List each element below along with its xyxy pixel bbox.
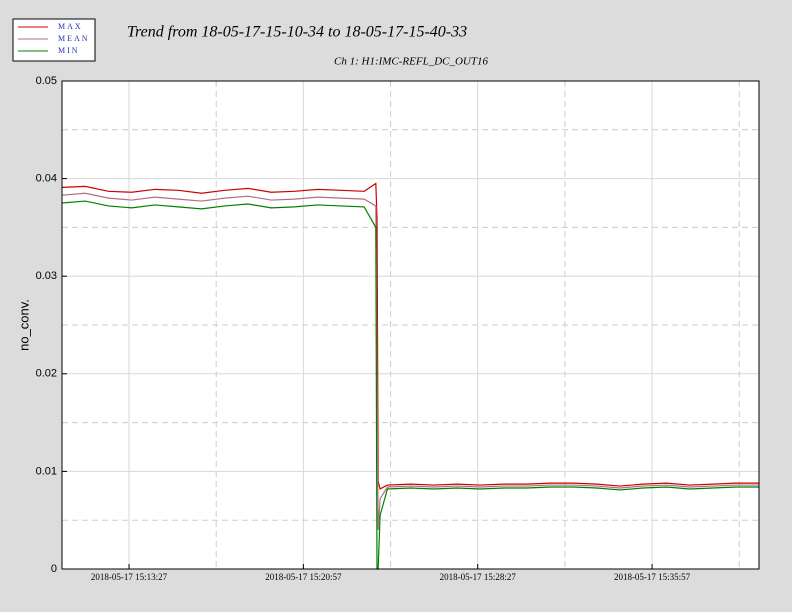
x-tick-label: 2018-05-17 15:28:27 [440,572,517,582]
x-tick-label: 2018-05-17 15:13:27 [91,572,168,582]
legend-label: MIN [58,46,80,55]
y-tick-label: 0.05 [36,75,57,87]
legend-label: MAX [58,22,83,31]
y-tick-label: 0.04 [36,173,57,185]
legend-box [12,18,96,62]
x-tick-label: 2018-05-17 15:35:57 [614,572,691,582]
y-tick-label: 0.02 [36,368,57,380]
series-line [61,200,759,570]
series-line [61,192,759,530]
chart-title: Trend from 18-05-17-15-10-34 to 18-05-17… [127,24,467,41]
y-tick-label: 0.01 [36,465,57,477]
y-axis-label: no_conv. [16,299,31,351]
series-line [61,182,759,490]
y-tick-label: 0.03 [36,270,57,282]
legend-label: MEAN [58,34,90,43]
plot-frame [61,80,760,570]
chart-subtitle: Ch 1: H1:IMC-REFL_DC_OUT16 [334,56,488,68]
x-tick-label: 2018-05-17 15:20:57 [265,572,342,582]
y-tick-label: 0 [51,563,57,575]
